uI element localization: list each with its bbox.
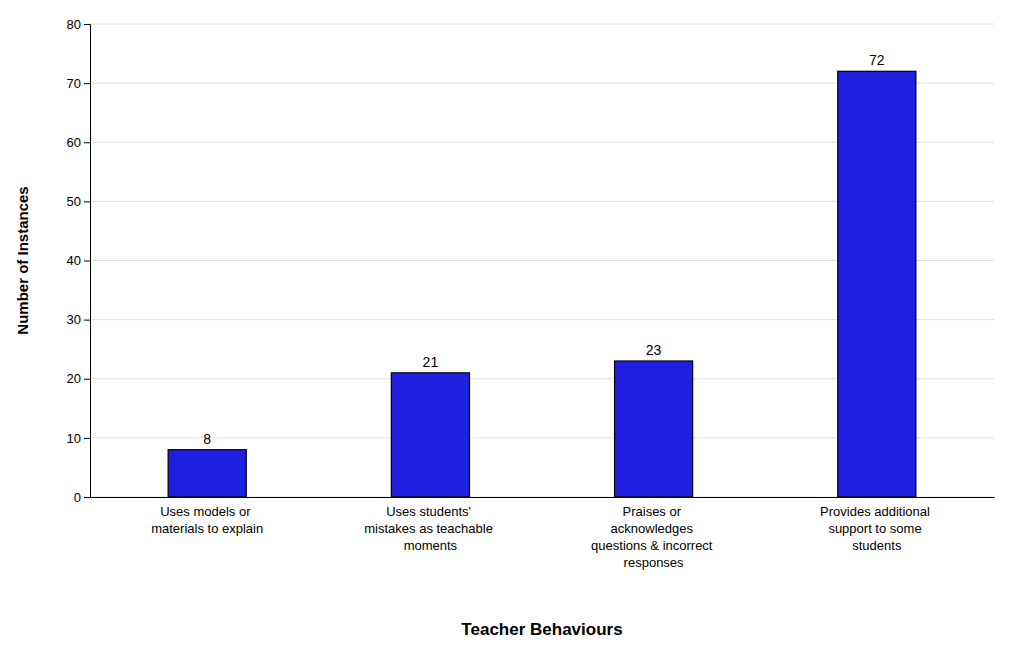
tick-label-line: Uses students' xyxy=(386,504,471,519)
tick-label: 40 xyxy=(67,253,81,268)
tick-mark xyxy=(84,261,90,262)
tick: Praises or acknowledges questions & inco… xyxy=(591,504,716,570)
y-axis-title: Number of Instances xyxy=(14,186,31,334)
tick-label-line: responses xyxy=(624,555,684,570)
tick: Uses students' mistakes as teachable mom… xyxy=(364,504,496,553)
grid xyxy=(90,24,994,497)
bar xyxy=(838,71,916,497)
tick: 40 xyxy=(67,253,90,268)
tick-mark xyxy=(84,379,90,380)
tick: 60 xyxy=(67,135,90,150)
tick: 10 xyxy=(67,431,90,446)
tick-label: 80 xyxy=(67,17,81,32)
tick-mark xyxy=(84,83,90,84)
tick-label-line: support to some xyxy=(828,521,921,536)
tick: 20 xyxy=(67,371,90,386)
tick: 50 xyxy=(67,194,90,209)
bar xyxy=(168,450,246,497)
tick-label: Provides additional support to some stud… xyxy=(820,504,933,553)
data-label: 23 xyxy=(646,342,662,358)
tick-label-line: acknowledges xyxy=(611,521,694,536)
tick-label: 30 xyxy=(67,312,81,327)
y-axis: 0 10 20 30 40 50 60 70 80 xyxy=(67,17,91,505)
tick: 80 xyxy=(67,17,90,32)
tick-label-line: students xyxy=(852,538,902,553)
grid-line xyxy=(90,24,994,25)
tick-label: Praises or acknowledges questions & inco… xyxy=(591,504,716,570)
tick-mark xyxy=(84,24,90,25)
tick-label: 60 xyxy=(67,135,81,150)
data-label: 21 xyxy=(423,354,439,370)
tick-label: 50 xyxy=(67,194,81,209)
tick-mark xyxy=(84,438,90,439)
data-labels: 8 21 23 72 xyxy=(203,52,885,446)
chart: 0 10 20 30 40 50 60 70 80 Uses models or material… xyxy=(0,0,1024,657)
data-label: 72 xyxy=(869,52,885,68)
tick-label-line: moments xyxy=(404,538,458,553)
tick-label: Uses models or materials to explain xyxy=(151,504,263,536)
tick-mark xyxy=(84,497,90,498)
tick-label: 0 xyxy=(74,490,81,505)
tick-label: 20 xyxy=(67,371,81,386)
data-label: 8 xyxy=(203,431,211,447)
tick-label: 70 xyxy=(67,76,81,91)
tick-label-line: questions & incorrect xyxy=(591,538,713,553)
tick: Uses models or materials to explain xyxy=(151,504,263,536)
axis-line xyxy=(84,25,91,498)
axis-line xyxy=(91,497,995,498)
bar xyxy=(615,361,693,497)
tick-label-line: Praises or xyxy=(623,504,682,519)
tick-label-line: materials to explain xyxy=(151,521,263,536)
tick: Provides additional support to some stud… xyxy=(820,504,933,553)
tick-mark xyxy=(84,201,90,202)
tick-label-line: Uses models or xyxy=(160,504,251,519)
x-axis: Uses models or materials to explainUses … xyxy=(91,498,995,570)
tick: 0 xyxy=(74,490,90,505)
tick-label: Uses students' mistakes as teachable mom… xyxy=(364,504,496,553)
tick-label: 10 xyxy=(67,431,81,446)
tick: 30 xyxy=(67,312,90,327)
plot: 0 10 20 30 40 50 60 70 80 Uses models or material… xyxy=(67,17,995,570)
bars xyxy=(168,71,916,497)
x-axis-title: Teacher Behaviours xyxy=(461,620,622,639)
tick-mark xyxy=(84,320,90,321)
tick-label-line: Provides additional xyxy=(820,504,930,519)
tick: 70 xyxy=(67,76,90,91)
bar xyxy=(391,373,469,497)
tick-label-line: mistakes as teachable xyxy=(364,521,493,536)
tick-mark xyxy=(84,142,90,143)
